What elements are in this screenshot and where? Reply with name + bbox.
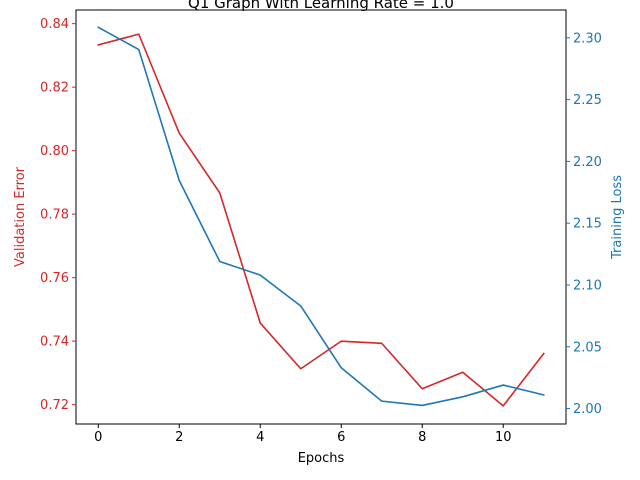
right-tick-label: 2.20: [573, 155, 602, 170]
right-y-axis-ticks: 2.00 2.05 2.10 2.15 2.20 2.25 2.30: [566, 31, 602, 417]
left-tick-label: 0.82: [40, 81, 69, 96]
right-tick-label: 2.10: [573, 278, 602, 293]
left-tick-label: 0.78: [40, 208, 69, 223]
left-tick-label: 0.76: [40, 271, 69, 286]
x-tick-label: 6: [337, 430, 345, 445]
x-tick-label: 0: [94, 430, 102, 445]
right-tick-label: 2.00: [573, 402, 602, 417]
left-tick-label: 0.74: [40, 335, 69, 350]
x-tick-label: 8: [418, 430, 426, 445]
right-tick-label: 2.25: [573, 93, 602, 108]
x-tick-label: 10: [495, 430, 512, 445]
validation-error-line: [97, 33, 545, 407]
left-tick-label: 0.84: [40, 17, 69, 32]
chart-title: Q1 Graph With Learning Rate = 1.0: [188, 0, 454, 12]
right-y-axis-label: Training Loss: [610, 175, 625, 260]
x-axis-label: Epochs: [298, 451, 345, 466]
left-tick-label: 0.72: [40, 398, 69, 413]
right-tick-label: 2.30: [573, 31, 602, 46]
left-tick-label: 0.80: [40, 144, 69, 159]
right-tick-label: 2.15: [573, 217, 602, 232]
plot-area: [75, 9, 567, 425]
right-tick-label: 2.05: [573, 340, 602, 355]
left-y-axis-ticks: 0.72 0.74 0.76 0.78 0.80 0.82 0.84: [40, 17, 76, 413]
left-y-axis-label: Validation Error: [13, 166, 28, 267]
x-axis-ticks: 0 2 4 6 8 10: [94, 424, 512, 445]
training-loss-line: [97, 26, 545, 407]
series-lines: [97, 26, 545, 407]
x-tick-label: 2: [175, 430, 183, 445]
x-tick-label: 4: [256, 430, 264, 445]
